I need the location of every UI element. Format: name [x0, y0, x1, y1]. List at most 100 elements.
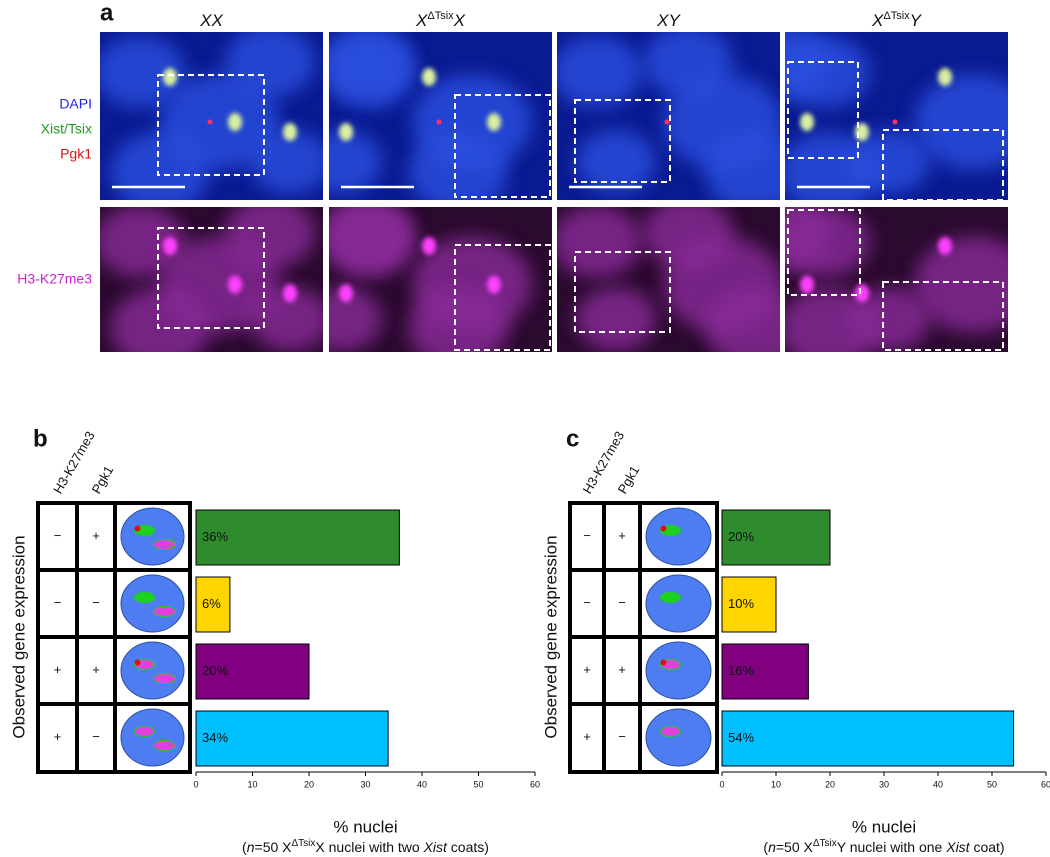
inset-box	[157, 74, 265, 176]
y-label: Observed gene expression	[541, 535, 560, 738]
signal	[800, 275, 814, 294]
x-tick-label: 0	[719, 779, 724, 789]
bar	[721, 710, 1015, 767]
inset-box	[574, 99, 671, 183]
inset-box	[157, 227, 265, 329]
value-label: 10%	[728, 596, 754, 611]
pgk1-dot	[134, 659, 141, 666]
x-tick-label: 10	[247, 779, 257, 789]
x-tick-label: 50	[473, 779, 483, 789]
bar	[195, 576, 231, 633]
row-label: H3-K27me3	[17, 271, 92, 287]
subtitle-part: (	[763, 839, 768, 855]
signal	[938, 68, 952, 86]
signal	[855, 284, 869, 303]
signal	[163, 68, 177, 86]
nucleus	[329, 287, 382, 352]
micrograph	[329, 207, 552, 352]
x-label: % nuclei	[333, 817, 397, 836]
column-header: XΔTsixX	[415, 10, 466, 31]
xist-coat	[153, 606, 176, 617]
row-label: Xist/Tsix	[41, 121, 92, 137]
pgk1-spot	[892, 119, 898, 125]
column-header: XY	[656, 11, 681, 30]
cell	[120, 708, 185, 767]
nucleus	[100, 36, 185, 108]
micrograph	[329, 32, 552, 200]
inset-box	[787, 61, 859, 159]
signal	[283, 123, 297, 141]
nucleus	[785, 32, 830, 98]
signal	[487, 113, 501, 131]
micrograph	[785, 207, 1008, 352]
pgk1-dot	[660, 525, 667, 532]
table-cell: −	[92, 729, 100, 744]
signal	[163, 236, 177, 255]
nucleus	[408, 132, 508, 200]
x-tick-label: 0	[193, 779, 198, 789]
table-cell: +	[92, 528, 100, 543]
nucleus	[914, 74, 1008, 170]
panel-label: a	[100, 0, 114, 26]
nucleus	[250, 287, 323, 352]
bar	[721, 643, 809, 700]
micrograph-content	[329, 32, 552, 200]
nucleus	[576, 130, 656, 194]
nucleus	[785, 207, 830, 269]
signal	[339, 123, 353, 141]
nucleus	[785, 287, 879, 352]
x-tick-label: 30	[360, 779, 370, 789]
cell	[120, 574, 185, 633]
nucleus	[705, 132, 780, 200]
header-part: X	[415, 11, 428, 30]
value-label: 54%	[728, 730, 754, 745]
subtitle: (n=50 XΔTsixY nuclei with one Xist coat)	[763, 838, 1004, 855]
subtitle-part: n	[768, 839, 776, 855]
table-cell: +	[583, 662, 591, 677]
nucleus	[408, 287, 508, 352]
table-cell: −	[618, 729, 626, 744]
signal	[228, 113, 242, 131]
nucleus	[225, 207, 315, 269]
cell	[645, 641, 712, 700]
micrograph-content	[100, 32, 323, 200]
subtitle-part: Xist	[423, 839, 448, 855]
subtitle-part: coats)	[447, 839, 489, 855]
row-label: Pgk1	[60, 146, 92, 162]
x-tick-label: 20	[825, 779, 835, 789]
nucleus	[225, 32, 315, 98]
table-cell: +	[54, 729, 62, 744]
signal	[339, 284, 353, 303]
y-label: Observed gene expression	[9, 535, 28, 738]
x-tick-label: 50	[987, 779, 997, 789]
signal	[422, 68, 436, 86]
column-header: XX	[199, 11, 223, 30]
table-cell: +	[618, 528, 626, 543]
table-cell: +	[54, 662, 62, 677]
table-cell: +	[618, 662, 626, 677]
inset-box	[574, 251, 671, 333]
bar	[195, 643, 310, 700]
subtitle-part: ΔTsix	[292, 838, 316, 849]
inset-box	[882, 129, 1004, 201]
row-label: DAPI	[59, 96, 92, 112]
xist-coat	[660, 592, 681, 603]
nucleus	[329, 130, 382, 194]
x-tick-label: 10	[771, 779, 781, 789]
x-label: % nuclei	[852, 817, 916, 836]
inset-box	[454, 94, 551, 198]
table-header: Pgk1	[615, 463, 643, 496]
cell	[645, 507, 712, 566]
cell	[645, 574, 712, 633]
xist-coat	[134, 592, 155, 603]
header-part: Y	[910, 11, 923, 30]
x-tick-label: 20	[304, 779, 314, 789]
bar	[721, 509, 831, 566]
nucleus	[329, 32, 413, 98]
value-label: 36%	[202, 529, 228, 544]
nucleus	[576, 287, 656, 352]
signal	[422, 236, 436, 255]
inset-box	[787, 209, 861, 296]
nucleus	[643, 32, 733, 98]
